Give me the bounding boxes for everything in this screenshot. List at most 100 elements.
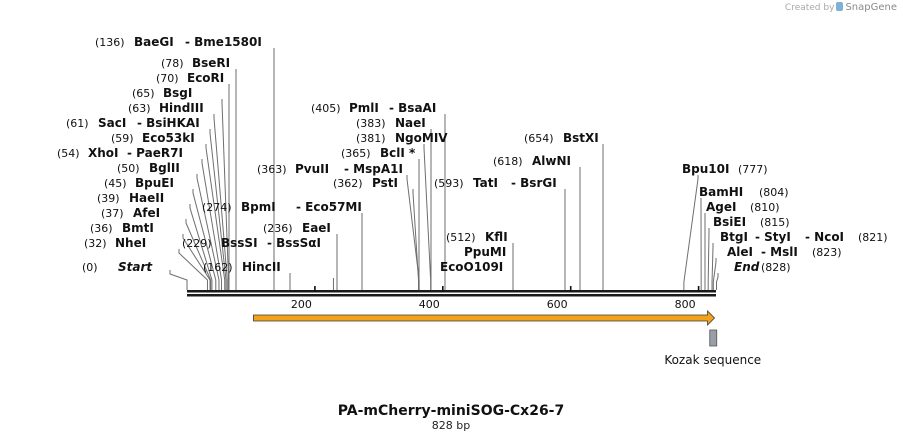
enzyme-site-bseri[interactable]: (78) BseRI (161, 56, 230, 70)
enzyme-site-tati[interactable]: (593) TatI - BsrGI (434, 176, 557, 190)
enzyme-position: (236) (263, 222, 293, 235)
site-line-alei (712, 258, 717, 290)
enzyme-site-haeii[interactable]: (39) HaeII (97, 191, 164, 205)
enzyme-site-bglii[interactable]: (50) BglII (117, 161, 180, 175)
enzyme-position: (821) (858, 231, 888, 244)
enzyme-name: BaeGI (134, 35, 174, 49)
site-line-afei (185, 219, 212, 290)
backbone-layer (187, 290, 716, 297)
enzyme-position: (618) (493, 155, 523, 168)
enzyme-position: (362) (333, 177, 363, 190)
enzyme-isoschizomer: - BsrGI (511, 176, 557, 190)
enzyme-name: PvuII (295, 162, 329, 176)
enzyme-position: (54) (57, 147, 80, 160)
enzyme-site-end[interactable]: End (828) (734, 260, 791, 274)
backbone-strand-bottom (187, 294, 716, 297)
enzyme-name: HaeII (129, 191, 164, 205)
enzyme-position: (32) (84, 237, 107, 250)
enzyme-site-bsgi[interactable]: (65) BsgI (132, 86, 192, 100)
enzyme-position: (39) (97, 192, 120, 205)
enzyme-name: AlwNI (532, 154, 571, 168)
enzyme-site-bpuei[interactable]: (45) BpuEI (104, 176, 174, 190)
enzyme-site-pmli[interactable]: (405) PmlI - BsaAI (311, 101, 436, 115)
enzyme-position: (365) (341, 147, 371, 160)
enzyme-name: NaeI (395, 116, 426, 130)
enzyme-name: PmlI (349, 101, 379, 115)
enzyme-site-agei[interactable]: AgeI (810) (706, 200, 780, 214)
enzyme-site-bpmi[interactable]: (274) BpmI - Eco57MI (202, 200, 362, 214)
enzyme-name: AgeI (706, 200, 736, 214)
enzyme-position: (70) (156, 72, 179, 85)
enzyme-name: BsgI (163, 86, 192, 100)
enzyme-site-bmti[interactable]: (36) BmtI (90, 221, 154, 235)
enzyme-site-nhei[interactable]: (32) NheI (84, 236, 146, 250)
enzyme-name: BpmI (241, 200, 276, 214)
enzyme-site-xhoi[interactable]: (54) XhoI - PaeR7I (57, 146, 183, 160)
enzyme-position: (804) (759, 186, 789, 199)
enzyme-isoschizomer: - Bme1580I (185, 35, 262, 49)
enzyme-site-ecori[interactable]: (70) EcoRI (156, 71, 224, 85)
enzyme-site-ecoo109i[interactable]: EcoO109I (440, 260, 503, 274)
enzyme-name: BssSI (221, 236, 258, 250)
snapgene-brand-text: SnapGene (845, 2, 897, 13)
site-line-eco53ki (205, 144, 226, 290)
enzyme-position: (78) (161, 57, 184, 70)
orf-feature-arrow[interactable] (253, 310, 716, 326)
enzyme-name: BtgI (720, 230, 748, 244)
enzyme-site-bpu10i[interactable]: Bpu10I (777) (682, 162, 768, 176)
enzyme-position: (810) (750, 201, 780, 214)
enzyme-isoschizomer: - MslI (761, 245, 798, 259)
enzyme-position: (65) (132, 87, 155, 100)
enzyme-position: (777) (738, 163, 768, 176)
enzyme-site-naei[interactable]: (383) NaeI (356, 116, 426, 130)
enzyme-site-hincii[interactable]: (162) HincII (203, 260, 281, 274)
enzyme-site-btgi[interactable]: BtgI - StyI - NcoI (821) (720, 230, 888, 244)
enzyme-position: (363) (257, 163, 287, 176)
enzyme-position: (383) (356, 117, 386, 130)
kozak-feature-box[interactable] (709, 329, 718, 347)
site-line-psti (412, 189, 419, 290)
enzyme-name: AfeI (133, 206, 160, 220)
enzyme-site-pvuii[interactable]: (363) PvuII - MspA1I (257, 162, 403, 176)
enzyme-site-ppumi[interactable]: PpuMI (464, 245, 506, 259)
site-line-bpu10i (683, 175, 699, 290)
enzyme-site-afei[interactable]: (37) AfeI (101, 206, 160, 220)
enzyme-position: (0) (82, 261, 98, 274)
site-line-btgi (711, 243, 714, 290)
enzyme-name: HindIII (159, 101, 204, 115)
enzyme-isoschizomer: - PaeR7I (127, 146, 183, 160)
enzyme-site-kfli[interactable]: (512) KflI (446, 230, 508, 244)
enzyme-position: (229) (182, 237, 212, 250)
enzyme-site-alei[interactable]: AleI - MslI (823) (727, 245, 842, 259)
enzyme-site-baegi[interactable]: (136) BaeGI - Bme1580I (95, 35, 262, 49)
enzyme-site-bamhi[interactable]: BamHI (804) (699, 185, 789, 199)
enzyme-site-eco53ki[interactable]: (59) Eco53kI (111, 131, 195, 145)
enzyme-position: (381) (356, 132, 386, 145)
enzyme-position: (36) (90, 222, 113, 235)
enzyme-name: Eco53kI (142, 131, 195, 145)
enzyme-name: EaeI (302, 221, 331, 235)
enzyme-position: (50) (117, 162, 140, 175)
enzyme-site-bsssi[interactable]: (229) BssSI - BssSαI (182, 236, 321, 250)
enzyme-site-start[interactable]: (0) Start (82, 260, 153, 274)
ruler-tick-label: 800 (675, 298, 696, 311)
enzyme-site-alwni[interactable]: (618) AlwNI (493, 154, 571, 168)
enzyme-site-saci[interactable]: (61) SacI - BsiHKAI (66, 116, 200, 130)
enzyme-isoschizomer: - BsaAI (389, 101, 436, 115)
enzyme-site-ngomiv[interactable]: (381) NgoMIV (356, 131, 448, 145)
enzyme-position: (59) (111, 132, 134, 145)
enzyme-site-bcli[interactable]: (365) BclI * (341, 146, 416, 160)
enzyme-site-bsiei[interactable]: BsiEI (815) (713, 215, 790, 229)
ruler-tick-label: 600 (547, 298, 568, 311)
enzyme-position: (654) (524, 132, 554, 145)
enzyme-site-bstxi[interactable]: (654) BstXI (524, 131, 599, 145)
enzyme-name: AleI (727, 245, 753, 259)
enzyme-name: PpuMI (464, 245, 506, 259)
enzyme-site-psti[interactable]: (362) PstI (333, 176, 398, 190)
enzyme-site-hindiii[interactable]: (63) HindIII (128, 101, 204, 115)
site-line-bmti (182, 234, 211, 290)
enzyme-name: NgoMIV (395, 131, 448, 145)
enzyme-name: SacI (98, 116, 126, 130)
enzyme-name: BsiEI (713, 215, 746, 229)
enzyme-site-eaei[interactable]: (236) EaeI (263, 221, 331, 235)
